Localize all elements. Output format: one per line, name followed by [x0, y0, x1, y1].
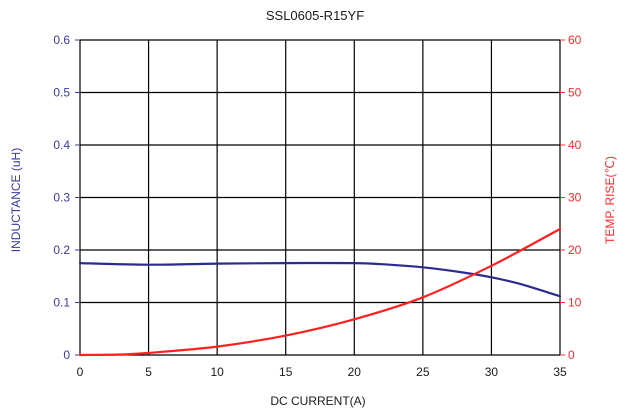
- y-left-tick-label: 0.4: [53, 138, 70, 152]
- y-left-tick-label: 0.2: [53, 243, 70, 257]
- y-right-tick-label: 0: [568, 348, 575, 362]
- chart-title: SSL0605-R15YF: [266, 8, 364, 23]
- y-left-tick-label: 0.1: [53, 296, 70, 310]
- y-left-tick-label: 0.3: [53, 191, 70, 205]
- x-tick-label: 30: [485, 365, 499, 379]
- x-tick-label: 0: [77, 365, 84, 379]
- x-tick-labels: 0 5 10 15 20 25 30 35: [77, 365, 567, 379]
- x-tick-label: 25: [416, 365, 430, 379]
- y-right-tick-label: 40: [568, 138, 582, 152]
- y-left-tick-labels: 0 0.1 0.2 0.3 0.4 0.5 0.6: [53, 33, 80, 362]
- y-left-axis-title: INDUCTANCE (uH): [9, 148, 23, 252]
- x-axis-title: DC CURRENT(A): [270, 394, 365, 408]
- y-right-tick-label: 30: [568, 191, 582, 205]
- y-left-tick-label: 0: [63, 348, 70, 362]
- y-right-axis-title: TEMP. RISE(℃): [603, 156, 617, 244]
- y-right-tick-label: 50: [568, 86, 582, 100]
- y-left-tick-label: 0.5: [53, 86, 70, 100]
- x-tick-label: 10: [210, 365, 224, 379]
- inductance-line: [78, 261, 562, 298]
- x-tick-label: 15: [279, 365, 293, 379]
- temp-rise-line: [78, 227, 562, 357]
- x-tick-label: 20: [348, 365, 362, 379]
- y-right-tick-label: 60: [568, 33, 582, 47]
- x-tick-label: 5: [145, 365, 152, 379]
- y-right-tick-label: 20: [568, 243, 582, 257]
- x-tick-label: 35: [553, 365, 567, 379]
- y-right-tick-labels: 0 10 20 30 40 50 60: [560, 33, 582, 362]
- y-left-tick-label: 0.6: [53, 33, 70, 47]
- data-series: [78, 227, 562, 357]
- y-right-tick-label: 10: [568, 296, 582, 310]
- plot-grid: [79, 39, 561, 356]
